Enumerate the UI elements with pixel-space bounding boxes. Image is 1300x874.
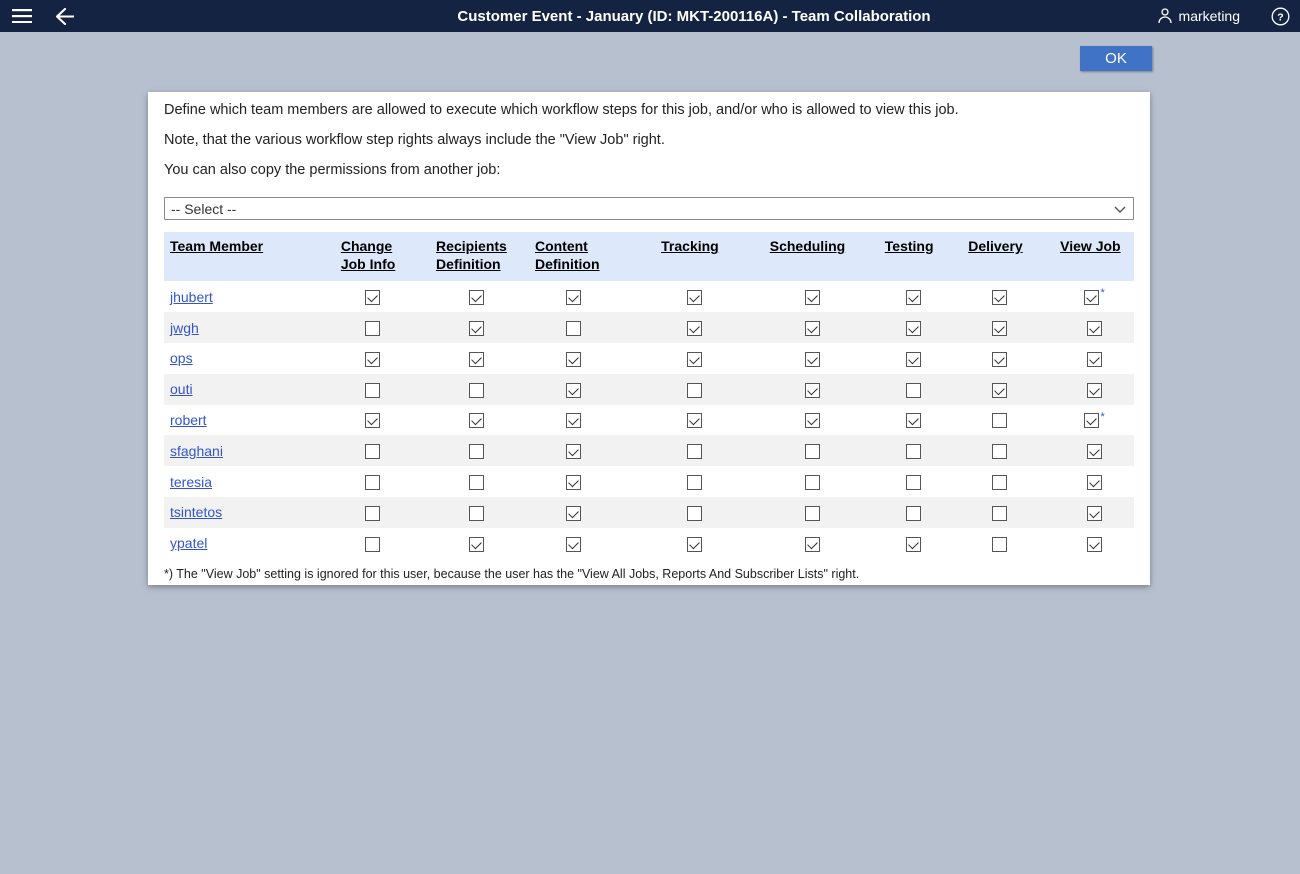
svg-text:?: ? [1277,11,1283,23]
